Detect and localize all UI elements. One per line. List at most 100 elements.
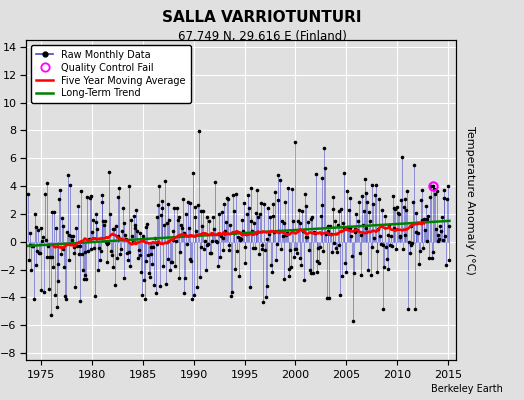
Point — [296, 254, 304, 261]
Point — [285, 266, 293, 272]
Point — [279, 276, 288, 282]
Point — [131, 225, 139, 232]
Point — [333, 248, 341, 255]
Point — [121, 231, 129, 238]
Point — [356, 232, 365, 238]
Point — [29, 242, 37, 249]
Point — [296, 220, 304, 226]
Point — [230, 230, 238, 236]
Point — [322, 231, 330, 238]
Point — [294, 217, 302, 224]
Point — [371, 192, 379, 198]
Point — [239, 200, 248, 206]
Point — [247, 185, 256, 191]
Point — [406, 250, 414, 257]
Point — [330, 239, 339, 246]
Point — [346, 225, 355, 232]
Point — [300, 190, 309, 197]
Point — [398, 154, 406, 160]
Point — [327, 231, 335, 237]
Point — [145, 270, 153, 276]
Point — [420, 216, 428, 223]
Point — [259, 299, 267, 306]
Point — [210, 226, 219, 232]
Point — [80, 276, 88, 282]
Point — [386, 242, 395, 248]
Point — [95, 244, 103, 251]
Point — [42, 254, 51, 260]
Point — [31, 224, 40, 230]
Point — [177, 222, 185, 228]
Point — [443, 196, 451, 202]
Point — [63, 229, 71, 235]
Point — [311, 171, 320, 178]
Point — [208, 238, 216, 244]
Point — [45, 286, 53, 292]
Point — [261, 247, 269, 253]
Point — [242, 230, 250, 237]
Point — [403, 188, 411, 194]
Point — [357, 272, 366, 278]
Point — [159, 263, 168, 270]
Point — [107, 252, 116, 258]
Point — [366, 218, 374, 224]
Point — [290, 246, 299, 252]
Point — [219, 247, 227, 253]
Point — [253, 186, 261, 193]
Point — [314, 245, 322, 252]
Point — [381, 212, 389, 219]
Point — [410, 306, 419, 312]
Point — [351, 226, 359, 232]
Point — [347, 233, 355, 239]
Point — [315, 260, 323, 266]
Point — [93, 226, 102, 232]
Point — [44, 243, 52, 249]
Point — [154, 202, 162, 208]
Point — [166, 267, 174, 274]
Point — [59, 223, 68, 230]
Point — [138, 292, 146, 298]
Point — [400, 232, 409, 238]
Point — [57, 251, 65, 257]
Point — [190, 291, 198, 298]
Point — [179, 196, 187, 202]
Legend: Raw Monthly Data, Quality Control Fail, Five Year Moving Average, Long-Term Tren: Raw Monthly Data, Quality Control Fail, … — [31, 45, 191, 103]
Point — [249, 245, 257, 252]
Point — [292, 246, 300, 252]
Point — [101, 218, 109, 224]
Point — [188, 296, 196, 302]
Point — [392, 246, 400, 252]
Point — [395, 211, 403, 218]
Point — [133, 228, 141, 234]
Point — [117, 246, 125, 252]
Point — [408, 240, 417, 246]
Point — [308, 214, 316, 220]
Point — [198, 223, 206, 230]
Point — [353, 227, 362, 234]
Point — [271, 189, 279, 195]
Point — [90, 245, 98, 251]
Point — [421, 202, 430, 209]
Point — [340, 170, 348, 176]
Point — [25, 242, 34, 248]
Point — [298, 208, 307, 214]
Point — [162, 220, 171, 226]
Point — [74, 251, 83, 257]
Point — [97, 199, 106, 205]
Point — [140, 277, 148, 283]
Point — [195, 274, 204, 280]
Point — [241, 260, 249, 267]
Point — [220, 201, 228, 208]
Point — [311, 230, 319, 236]
Point — [335, 242, 344, 248]
Point — [223, 196, 232, 202]
Point — [124, 183, 133, 190]
Point — [355, 250, 364, 256]
Point — [318, 202, 326, 208]
Point — [102, 238, 110, 245]
Point — [130, 222, 139, 228]
Point — [144, 252, 152, 258]
Point — [162, 280, 170, 287]
Point — [373, 248, 381, 254]
Point — [203, 214, 212, 220]
